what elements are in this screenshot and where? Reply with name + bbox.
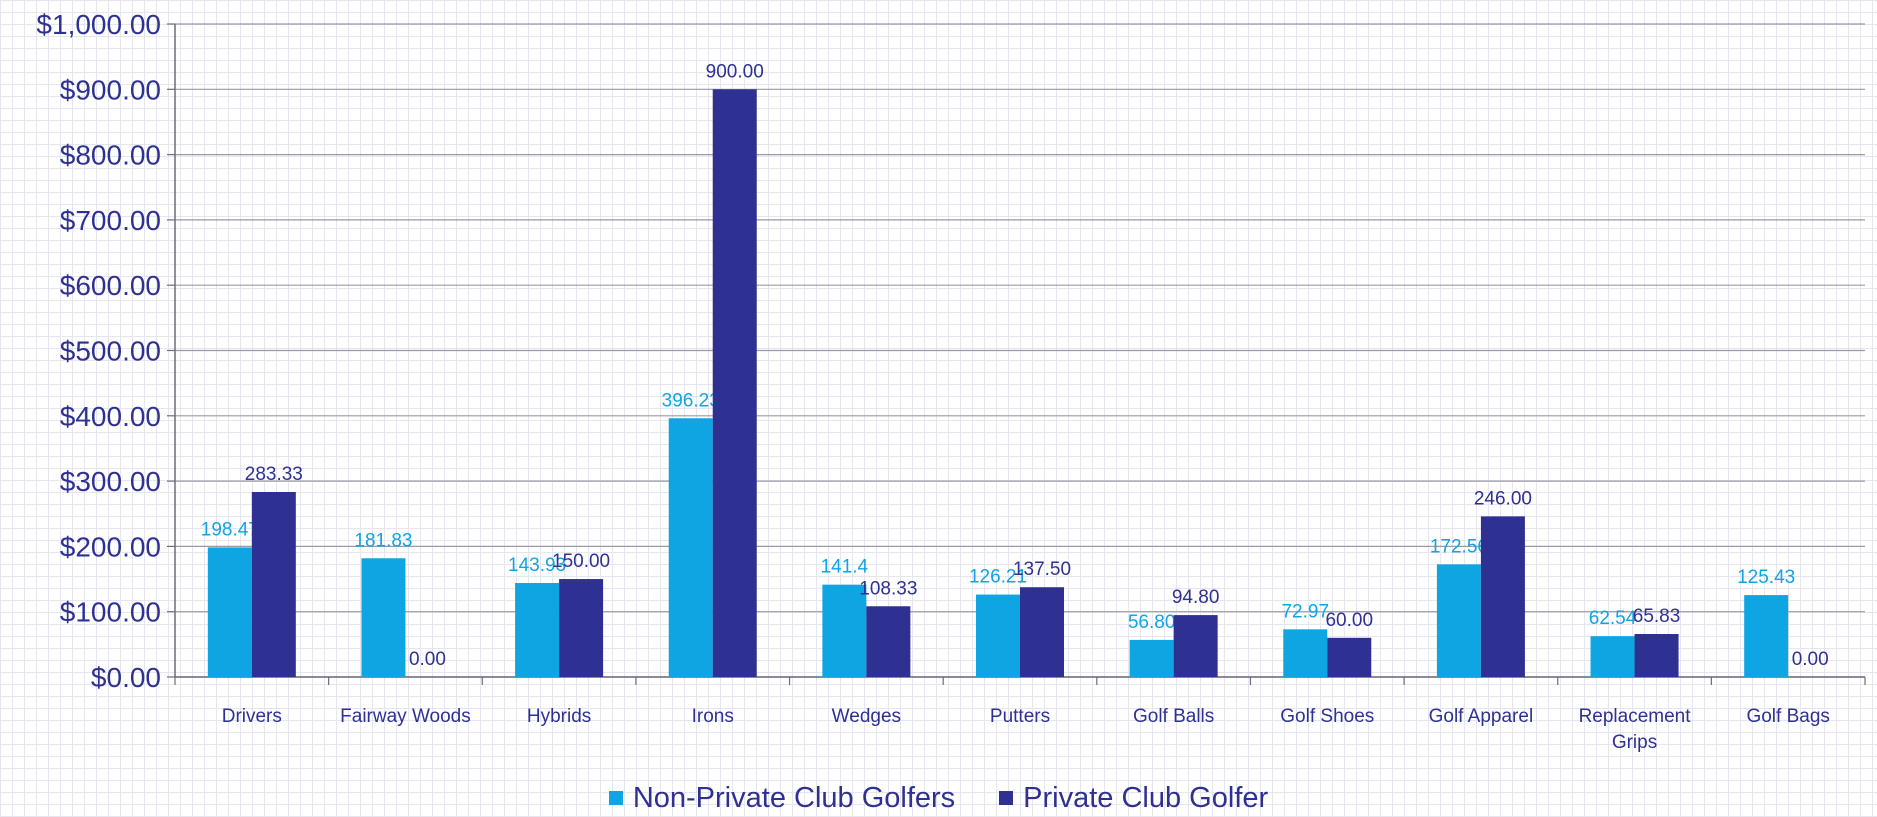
x-category-label: Golf Balls xyxy=(1133,706,1214,727)
bar-private xyxy=(1020,587,1064,677)
bar-data-label: 125.43 xyxy=(1737,567,1795,588)
x-category-label: Golf Shoes xyxy=(1280,706,1374,727)
legend-item-private: Private Club Golfer xyxy=(999,782,1268,815)
bar-non-private xyxy=(361,558,406,677)
x-category-label: Grips xyxy=(1612,732,1657,753)
bar-data-label: 60.00 xyxy=(1325,610,1373,631)
bar-private xyxy=(1327,637,1372,677)
bar-data-label: 150.00 xyxy=(552,551,610,572)
chart-legend: Non-Private Club Golfers Private Club Go… xyxy=(0,782,1877,814)
bar-data-label: 198.47 xyxy=(201,519,259,540)
bar-non-private xyxy=(515,583,560,677)
legend-label-private: Private Club Golfer xyxy=(1023,781,1269,814)
bar-private xyxy=(1634,634,1679,677)
y-tick-label: $0.00 xyxy=(91,662,161,693)
bar-data-label: 0.00 xyxy=(1792,649,1829,670)
bar-data-label: 900.00 xyxy=(706,61,764,82)
bar-private xyxy=(1480,516,1525,677)
x-category-label: Wedges xyxy=(832,706,901,727)
y-tick-label: $400.00 xyxy=(60,401,161,432)
bar-non-private xyxy=(1129,639,1174,677)
legend-swatch-non-private xyxy=(608,791,623,805)
bar-non-private xyxy=(1436,564,1481,677)
bar-non-private xyxy=(668,418,713,677)
bar-data-label: 56.80 xyxy=(1128,612,1176,633)
bar-data-label: 143.93 xyxy=(508,555,566,576)
bar-non-private xyxy=(1590,636,1635,677)
bar-data-label: 72.97 xyxy=(1281,601,1329,622)
y-tick-label: $700.00 xyxy=(60,205,161,236)
bar-chart: $0.00 $100.00 $200.00 $300.00 $400.00 $500.00… xyxy=(36,9,1866,753)
bar-private xyxy=(559,579,604,677)
y-tick-label: $100.00 xyxy=(60,597,161,628)
x-category-label: Drivers xyxy=(222,706,282,727)
x-category-label: Replacement xyxy=(1579,706,1692,727)
bar-non-private xyxy=(976,594,1020,677)
legend-swatch-private xyxy=(999,791,1014,805)
bar-data-label: 65.83 xyxy=(1633,606,1681,627)
y-tick-label: $900.00 xyxy=(60,74,161,105)
bar-data-label: 396.23 xyxy=(662,390,720,411)
y-tick-label: $200.00 xyxy=(60,531,161,562)
bar-data-label: 62.54 xyxy=(1589,608,1637,629)
bar-private xyxy=(1173,615,1218,677)
y-tick-label: $300.00 xyxy=(60,466,161,497)
y-tick-label: $500.00 xyxy=(60,336,161,367)
x-category-label: Putters xyxy=(990,706,1050,727)
bar-private xyxy=(712,89,757,678)
x-category-label: Irons xyxy=(692,706,734,727)
bar-data-label: 137.50 xyxy=(1013,559,1071,580)
legend-item-non-private: Non-Private Club Golfers xyxy=(608,781,956,815)
y-tick-label: $1,000.00 xyxy=(36,9,161,40)
bar-private xyxy=(866,606,911,677)
bar-data-label: 283.33 xyxy=(245,464,303,485)
x-category-label: Hybrids xyxy=(527,706,591,727)
y-tick-label: $800.00 xyxy=(60,140,161,171)
legend-label-non-private: Non-Private Club Golfers xyxy=(632,781,956,814)
x-category-label: Golf Apparel xyxy=(1429,706,1534,727)
bar-non-private xyxy=(822,584,867,677)
bar-data-label: 94.80 xyxy=(1172,587,1220,608)
bar-data-label: 181.83 xyxy=(354,530,412,551)
bar-data-label: 172.56 xyxy=(1430,536,1488,557)
y-tick-label: $600.00 xyxy=(60,270,161,301)
bar-non-private xyxy=(1283,629,1328,677)
x-category-label: Golf Bags xyxy=(1746,706,1829,727)
bar-data-label: 141.4 xyxy=(821,557,869,578)
bar-data-label: 126.21 xyxy=(969,567,1027,588)
bar-private xyxy=(251,491,296,677)
bar-data-label: 0.00 xyxy=(409,649,446,670)
bar-data-label: 108.33 xyxy=(859,578,917,599)
bar-non-private xyxy=(207,547,252,677)
bar-data-label: 246.00 xyxy=(1474,488,1532,509)
x-category-label: Fairway Woods xyxy=(340,706,471,727)
bar-non-private xyxy=(1744,595,1789,677)
